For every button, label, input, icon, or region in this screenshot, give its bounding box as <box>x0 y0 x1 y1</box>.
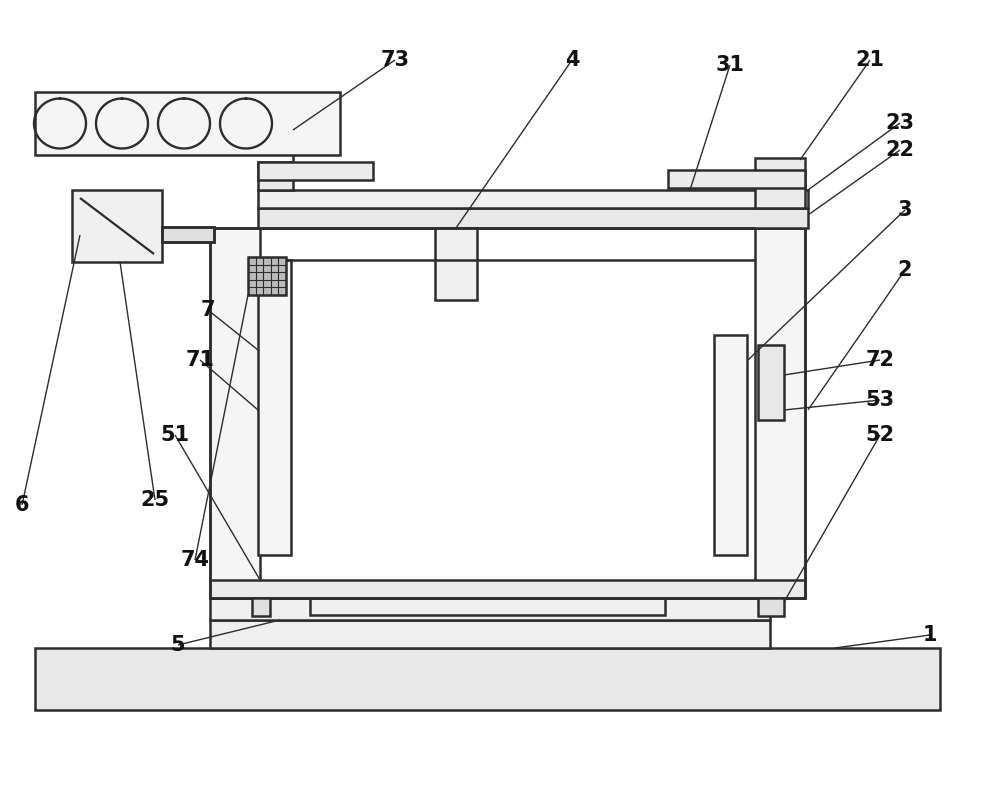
Bar <box>258 190 808 208</box>
Bar <box>755 158 805 208</box>
Text: 21: 21 <box>856 50 885 70</box>
Text: 31: 31 <box>716 55 744 75</box>
Bar <box>668 170 805 188</box>
Text: 72: 72 <box>866 350 895 370</box>
Text: 74: 74 <box>180 550 210 570</box>
Text: 51: 51 <box>160 425 190 445</box>
Text: 53: 53 <box>865 390 895 410</box>
Text: 5: 5 <box>171 635 185 655</box>
Text: 4: 4 <box>565 50 579 70</box>
Bar <box>258 162 373 180</box>
Bar <box>758 345 784 420</box>
Text: 2: 2 <box>898 260 912 280</box>
Bar <box>435 228 477 300</box>
Bar <box>258 260 291 555</box>
Bar <box>755 228 805 598</box>
Bar <box>210 580 805 598</box>
Text: 7: 7 <box>201 300 215 320</box>
Bar <box>35 92 340 155</box>
Text: 71: 71 <box>186 350 214 370</box>
Bar <box>258 208 808 228</box>
Text: 25: 25 <box>140 490 170 510</box>
Text: 3: 3 <box>898 200 912 220</box>
Text: 52: 52 <box>865 425 895 445</box>
Text: 23: 23 <box>886 113 914 133</box>
Bar <box>258 162 293 190</box>
Bar <box>210 228 260 598</box>
Bar <box>72 190 162 262</box>
Bar <box>162 227 214 242</box>
Bar <box>252 598 270 616</box>
Bar <box>162 227 214 242</box>
Text: 6: 6 <box>15 495 29 515</box>
Bar <box>35 648 940 710</box>
Text: 1: 1 <box>923 625 937 645</box>
Bar <box>714 335 747 555</box>
Bar <box>310 597 665 615</box>
Bar <box>758 598 784 616</box>
Bar <box>248 257 286 295</box>
Text: 22: 22 <box>886 140 914 160</box>
Bar <box>210 598 770 620</box>
Text: 73: 73 <box>380 50 410 70</box>
Bar <box>210 620 770 648</box>
